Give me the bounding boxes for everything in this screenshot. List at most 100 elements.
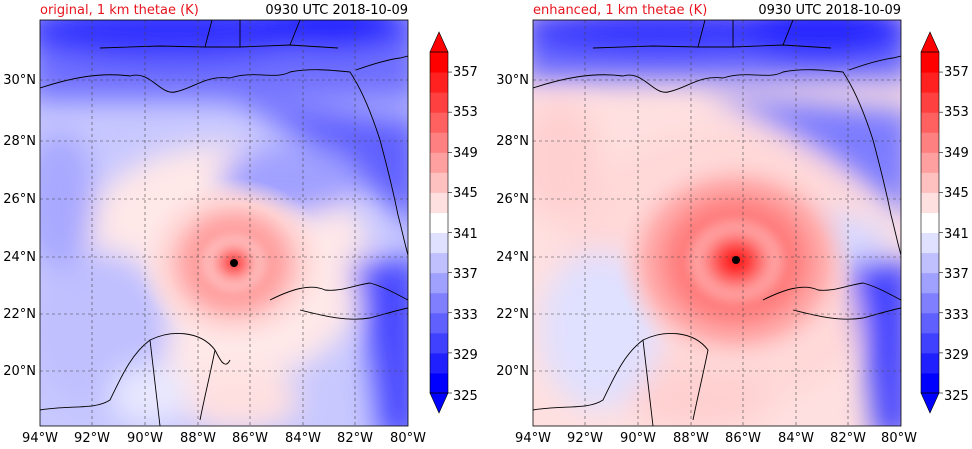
left-colorbar-segment	[430, 132, 448, 153]
right-colorbar-segment	[921, 112, 939, 133]
left-y-tick-labels: 20°N 22°N 24°N 26°N 28°N 30°N	[3, 73, 36, 379]
right-grid	[533, 20, 901, 426]
right-y-tick: 28°N	[496, 134, 529, 149]
left-x-tick: 82°W	[337, 431, 373, 446]
right-colorbar-segment	[921, 172, 939, 193]
left-colorbar-segment	[430, 352, 448, 374]
left-colorbar-segment	[430, 72, 448, 93]
right-map-field	[533, 20, 901, 426]
left-colorbar-segment	[430, 232, 448, 254]
left-colorbar-segment	[430, 112, 448, 133]
left-colorbar	[429, 31, 452, 414]
left-colorbar-segment	[430, 212, 448, 234]
right-y-tick: 26°N	[496, 192, 529, 207]
left-x-tick: 88°W	[180, 431, 216, 446]
left-y-tick: 20°N	[3, 364, 36, 379]
left-colorbar-segment	[430, 172, 448, 193]
left-colorbar-extend-max	[429, 31, 449, 53]
left-x-tick: 84°W	[285, 431, 321, 446]
right-colorbar-segment	[921, 372, 939, 394]
right-colorbar-segment	[921, 212, 939, 234]
left-storm-center-marker	[230, 259, 238, 267]
right-cbar-tick: 341	[944, 227, 969, 242]
left-cbar-tick: 353	[453, 105, 478, 120]
left-map-field	[40, 20, 408, 426]
left-x-tick: 94°W	[22, 431, 58, 446]
right-colorbar-segment	[921, 272, 939, 294]
left-colorbar-segment	[430, 152, 448, 173]
right-x-tick: 88°W	[673, 431, 709, 446]
right-y-tick: 30°N	[496, 73, 529, 88]
left-colorbar-segment	[430, 332, 448, 354]
left-colorbar-segment	[430, 272, 448, 294]
right-colorbar-segment	[921, 192, 939, 213]
right-panel-title: enhanced, 1 km thetae (K)	[533, 3, 707, 18]
left-colorbar-segment	[430, 372, 448, 394]
right-colorbar-segment	[921, 292, 939, 314]
left-colorbar-segment	[430, 192, 448, 213]
left-plot-frame	[39, 19, 409, 427]
left-panel-title: original, 1 km thetae (K)	[40, 3, 199, 18]
left-cbar-tick: 325	[453, 389, 478, 404]
left-colorbar-segment	[430, 312, 448, 334]
right-y-tick: 24°N	[496, 250, 529, 265]
left-y-tick: 30°N	[3, 73, 36, 88]
left-y-tick: 22°N	[3, 307, 36, 322]
left-y-tick: 28°N	[3, 134, 36, 149]
left-cbar-tick: 337	[453, 267, 478, 282]
left-colorbar-extend-min	[429, 392, 449, 414]
right-colorbar-segment	[921, 92, 939, 113]
right-panel: enhanced, 1 km thetae (K) 0930 UTC 2018-…	[496, 3, 969, 446]
right-colorbar-segment	[921, 332, 939, 354]
right-colorbar-extend-min	[920, 392, 940, 414]
right-colorbar-segment	[921, 312, 939, 334]
right-coastlines	[533, 20, 901, 426]
right-x-tick: 92°W	[567, 431, 603, 446]
left-cbar-tick: 329	[453, 348, 478, 363]
left-x-tick: 80°W	[390, 431, 426, 446]
right-storm-center-marker	[732, 256, 740, 264]
left-cbar-tick: 357	[453, 65, 478, 80]
right-colorbar-segment	[921, 352, 939, 374]
right-x-tick: 80°W	[881, 431, 917, 446]
left-x-tick-labels: 94°W 92°W 90°W 88°W 86°W 84°W 82°W 80°W	[22, 431, 426, 446]
right-y-tick-labels: 20°N 22°N 24°N 26°N 28°N 30°N	[496, 73, 529, 379]
right-colorbar-segment	[921, 52, 939, 73]
right-y-tick: 20°N	[496, 364, 529, 379]
right-colorbar-segment	[921, 132, 939, 153]
left-colorbar-tick-labels: 325 329 333 337 341 345 349 353 357	[453, 65, 478, 404]
right-x-tick: 82°W	[830, 431, 866, 446]
right-colorbar-segment	[921, 152, 939, 173]
right-colorbar-segment	[921, 232, 939, 254]
right-cbar-tick: 349	[944, 146, 969, 161]
left-x-tick: 86°W	[232, 431, 268, 446]
left-cbar-tick: 341	[453, 227, 478, 242]
right-x-tick: 86°W	[725, 431, 761, 446]
right-y-tick: 22°N	[496, 307, 529, 322]
right-colorbar-tick-labels: 325 329 333 337 341 345 349 353 357	[944, 65, 969, 404]
right-cbar-tick: 333	[944, 308, 969, 323]
left-colorbar-segment	[430, 52, 448, 73]
left-cbar-tick: 345	[453, 186, 478, 201]
left-panel-time: 0930 UTC 2018-10-09	[265, 3, 408, 18]
right-x-tick: 94°W	[515, 431, 551, 446]
left-x-tick: 92°W	[74, 431, 110, 446]
right-panel-time: 0930 UTC 2018-10-09	[758, 3, 901, 18]
left-colorbar-segment	[430, 92, 448, 113]
right-x-tick-labels: 94°W 92°W 90°W 88°W 86°W 84°W 82°W 80°W	[515, 431, 917, 446]
left-x-tick: 90°W	[127, 431, 163, 446]
left-colorbar-segment	[430, 252, 448, 274]
right-plot-frame	[532, 19, 902, 427]
right-cbar-tick: 353	[944, 105, 969, 120]
left-cbar-tick: 333	[453, 308, 478, 323]
right-colorbar-extend-max	[920, 31, 940, 53]
right-colorbar	[920, 31, 943, 414]
right-cbar-tick: 345	[944, 186, 969, 201]
left-grid	[40, 20, 408, 426]
left-y-tick: 26°N	[3, 192, 36, 207]
right-x-tick: 84°W	[778, 431, 814, 446]
right-colorbar-segment	[921, 252, 939, 274]
right-colorbar-segment	[921, 72, 939, 93]
left-coastlines	[40, 20, 408, 426]
